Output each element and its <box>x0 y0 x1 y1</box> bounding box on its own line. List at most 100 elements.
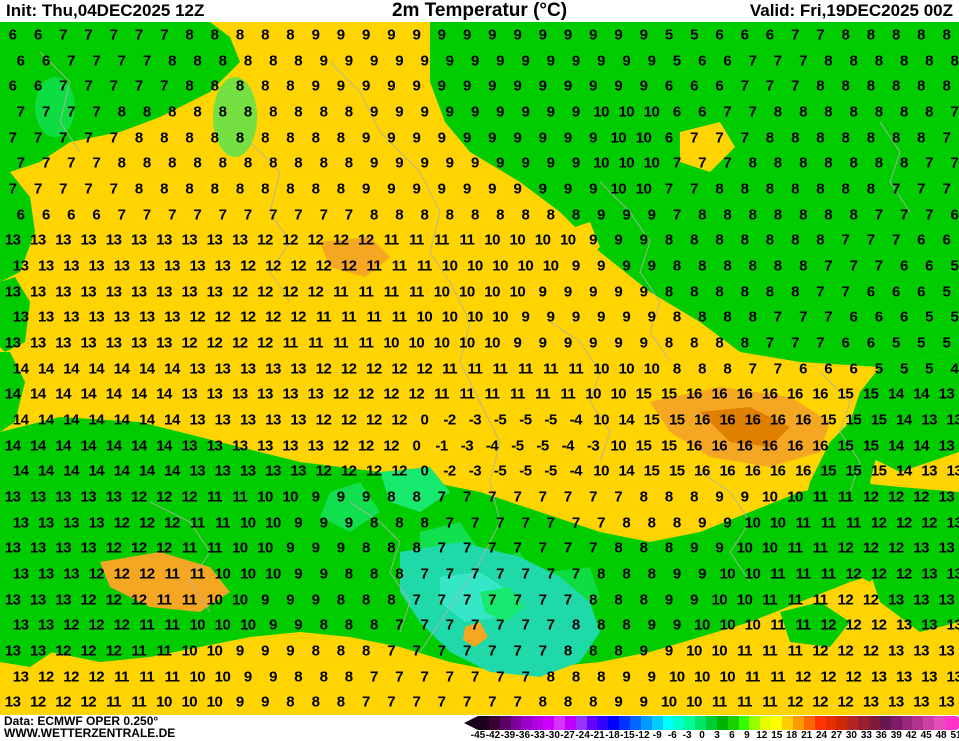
temp-value-label: 13 <box>207 437 223 454</box>
temp-value-label: 8 <box>362 591 370 608</box>
temp-value-label: 8 <box>917 129 925 146</box>
temp-value-label: 8 <box>236 26 244 43</box>
temp-value-label: 8 <box>362 642 370 659</box>
temp-value-label: 8 <box>791 232 799 249</box>
temp-value-label: 7 <box>513 488 521 505</box>
temp-value-label: 8 <box>774 155 782 172</box>
temp-value-label: 8 <box>412 488 420 505</box>
temp-value-label: 9 <box>320 565 328 582</box>
temp-value-label: 7 <box>513 540 521 557</box>
temp-value-label: 11 <box>358 283 373 300</box>
temp-value-label: 7 <box>521 668 529 685</box>
colorbar-tick-label: 42 <box>906 730 917 741</box>
temp-value-label: 13 <box>947 668 959 685</box>
temp-value-label: 16 <box>745 411 761 428</box>
temp-value-label: 12 <box>30 694 46 711</box>
temp-value-label: 8 <box>824 52 832 69</box>
temp-value-label: 10 <box>383 334 399 351</box>
temp-value-label: 7 <box>110 78 118 95</box>
temp-value-label: 7 <box>463 642 471 659</box>
color-scale-bar[interactable]: -45 -42 -39 -36 -33 -30 -27 -24 -21 -18 -15 -12 -9 -6… <box>478 716 956 741</box>
temp-value-label: 13 <box>232 386 248 403</box>
temp-value-label: 13 <box>55 283 71 300</box>
temp-value-label: 14 <box>55 437 71 454</box>
temp-value-label: 6 <box>34 78 42 95</box>
temp-value-label: 12 <box>114 514 130 531</box>
temp-value-label: 7 <box>168 206 176 223</box>
temp-value-label: 10 <box>215 565 231 582</box>
temp-value-label: 9 <box>665 591 673 608</box>
temp-value-label: 14 <box>80 437 96 454</box>
colorbar-tick-label: -3 <box>683 730 692 741</box>
temp-value-label: 11 <box>384 283 399 300</box>
temp-value-label: 13 <box>232 232 248 249</box>
temp-value-label: 10 <box>694 668 710 685</box>
temp-value-label: 7 <box>496 617 504 634</box>
temp-value-label: 14 <box>13 411 29 428</box>
temp-value-label: 9 <box>614 26 622 43</box>
temp-value-label: 7 <box>572 514 580 531</box>
temp-value-label: 12 <box>888 540 904 557</box>
temp-value-label: 13 <box>939 591 955 608</box>
temp-value-label: 7 <box>320 206 328 223</box>
temp-value-label: 9 <box>564 180 572 197</box>
temp-value-label: 9 <box>614 283 622 300</box>
temp-value-label: 8 <box>715 180 723 197</box>
temp-value-label: 8 <box>841 129 849 146</box>
temp-value-label: 8 <box>135 129 143 146</box>
temp-value-label: 9 <box>648 206 656 223</box>
temp-value-label: 7 <box>84 78 92 95</box>
colorbar-segment <box>749 716 760 730</box>
temp-value-label: 8 <box>917 78 925 95</box>
temp-value-label: 13 <box>63 309 79 326</box>
temp-value-label: 11 <box>442 360 457 377</box>
footer-bar: Data: ECMWF OPER 0.250° WWW.WETTERZENTRA… <box>0 715 959 741</box>
temp-value-label: 8 <box>420 514 428 531</box>
temp-value-label: 12 <box>80 694 96 711</box>
temp-value-label: 7 <box>110 180 118 197</box>
temp-value-label: 5 <box>942 283 950 300</box>
temp-value-label: 9 <box>294 514 302 531</box>
temp-value-label: 5 <box>665 26 673 43</box>
temp-value-label: 12 <box>846 565 862 582</box>
temp-value-label: 13 <box>38 565 54 582</box>
temp-value-label: 13 <box>947 617 959 634</box>
temp-value-label: 8 <box>849 155 857 172</box>
temp-value-label: 10 <box>787 488 803 505</box>
temp-value-label: 8 <box>370 565 378 582</box>
temp-value-label: 11 <box>493 360 508 377</box>
temp-value-label: 7 <box>547 565 555 582</box>
temp-value-label: 8 <box>370 514 378 531</box>
temp-value-label: 13 <box>139 309 155 326</box>
colorbar-segment <box>880 716 891 730</box>
temp-value-label: 8 <box>320 103 328 120</box>
temp-value-label: 8 <box>791 129 799 146</box>
temp-value-label: 13 <box>164 257 180 274</box>
temp-value-label: 7 <box>446 514 454 531</box>
temp-value-label: 16 <box>762 437 778 454</box>
temp-value-label: 14 <box>13 360 29 377</box>
temp-value-label: 12 <box>795 668 811 685</box>
temp-value-label: 8 <box>320 668 328 685</box>
temp-value-label: 8 <box>665 283 673 300</box>
temp-value-label: 7 <box>67 103 75 120</box>
temp-value-label: 9 <box>741 488 749 505</box>
temp-value-label: 7 <box>143 206 151 223</box>
temp-value-label: 7 <box>690 129 698 146</box>
temp-value-label: 12 <box>820 617 836 634</box>
temp-value-label: 7 <box>471 565 479 582</box>
temp-value-label: 6 <box>824 360 832 377</box>
temp-value-label: 12 <box>265 309 281 326</box>
temp-value-label: 9 <box>370 155 378 172</box>
temp-value-label: 13 <box>913 591 929 608</box>
temp-value-label: 7 <box>67 155 75 172</box>
temp-value-label: 5 <box>875 360 883 377</box>
temp-value-label: 7 <box>614 488 622 505</box>
temp-value-label: 13 <box>63 514 79 531</box>
temp-value-label: 7 <box>488 694 496 711</box>
temp-value-label: 8 <box>211 26 219 43</box>
temp-value-label: 9 <box>420 155 428 172</box>
temp-value-label: 8 <box>867 180 875 197</box>
temp-value-label: 12 <box>341 257 357 274</box>
